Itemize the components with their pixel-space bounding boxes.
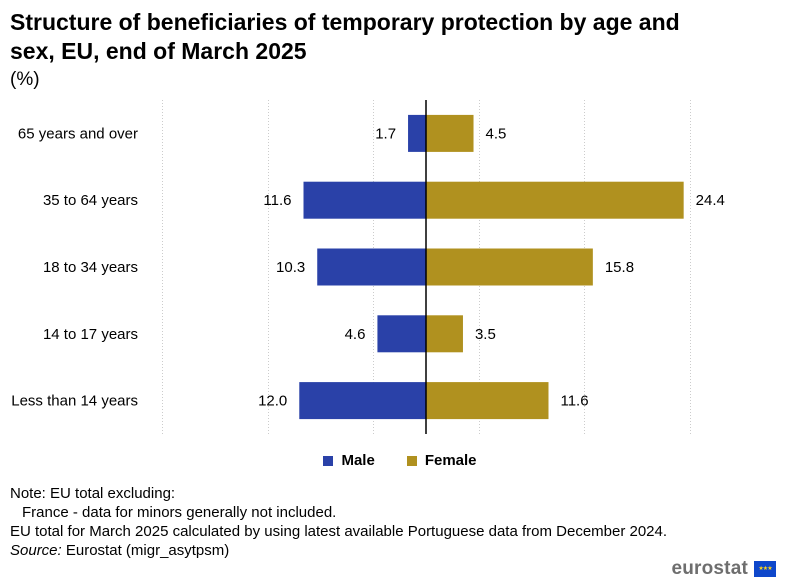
bar-female-18-to-34-years (426, 248, 593, 286)
legend-swatch-male (323, 455, 334, 466)
value-label-female-65-years-and-over: 4.5 (486, 125, 507, 142)
bar-female-less-than-14-years (426, 382, 549, 420)
source-text: Eurostat (migr_asytpsm) (65, 542, 230, 559)
bar-male-65-years-and-over (408, 114, 426, 152)
legend-label-female: Female (424, 452, 477, 469)
legend-swatch-female (406, 455, 417, 466)
eurostat-logo: eurostat ★★★ (671, 558, 776, 580)
value-label-female-less-than-14-years: 11.6 (560, 393, 588, 410)
bar-female-65-years-and-over (426, 114, 474, 152)
pyramid-chart: 65 years and over 1.7 4.5 35 to 64 years 11.… (11, 100, 725, 434)
value-label-female-18-to-34-years: 15.8 (605, 259, 634, 276)
bar-female-35-to-64-years (426, 181, 684, 219)
category-label-18-to-34-years: 18 to 34 years (43, 259, 138, 276)
bar-male-14-to-17-years (377, 315, 426, 353)
value-label-male-65-years-and-over: 1.7 (375, 125, 396, 142)
legend-label-male: Male (341, 452, 375, 469)
value-label-male-less-than-14-years: 12.0 (258, 393, 287, 410)
category-label-35-to-64-years: 35 to 64 years (43, 192, 138, 209)
value-label-female-14-to-17-years: 3.5 (475, 326, 496, 343)
source-line: Source: Eurostat (migr_asytpsm) (10, 541, 667, 560)
category-label-less-than-14-years: Less than 14 years (11, 393, 138, 410)
chart-title: Structure of beneficiaries of temporary … (10, 9, 680, 64)
bar-male-35-to-64-years (303, 181, 426, 219)
source-label: Source: (10, 542, 62, 559)
value-label-male-14-to-17-years: 4.6 (345, 326, 366, 343)
legend: Male Female (0, 452, 800, 469)
note-line-2: France - data for minors generally not i… (22, 504, 337, 521)
note-line-1: Note: EU total excluding: (10, 485, 176, 502)
eu-flag-icon: ★★★ (754, 561, 776, 577)
value-label-male-18-to-34-years: 10.3 (276, 259, 305, 276)
category-label-65-years-and-over: 65 years and over (18, 125, 138, 142)
category-label-14-to-17-years: 14 to 17 years (43, 326, 138, 343)
chart-subtitle: (%) (10, 69, 40, 90)
legend-item-female[interactable]: Female (406, 452, 477, 469)
bar-male-less-than-14-years (299, 382, 426, 420)
note-line-3: EU total for March 2025 calculated by us… (10, 523, 668, 540)
bar-male-18-to-34-years (317, 248, 426, 286)
eurostat-wordmark: eurostat (671, 558, 748, 579)
value-label-female-35-to-64-years: 24.4 (696, 192, 725, 209)
value-label-male-35-to-64-years: 11.6 (263, 192, 291, 209)
bar-female-14-to-17-years (426, 315, 463, 353)
title-block: Structure of beneficiaries of temporary … (10, 8, 710, 91)
legend-item-male[interactable]: Male (323, 452, 375, 469)
chart-notes: Note: EU total excluding: France - data … (10, 484, 667, 560)
